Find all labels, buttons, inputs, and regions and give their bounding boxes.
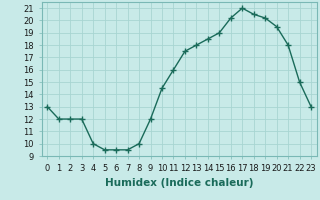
X-axis label: Humidex (Indice chaleur): Humidex (Indice chaleur) [105, 178, 253, 188]
